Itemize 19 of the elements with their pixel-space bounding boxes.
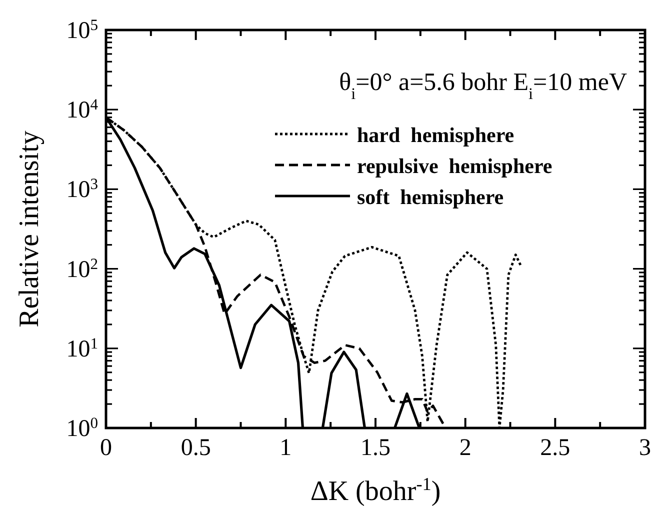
y-axis-title: Relative intensity [14,130,45,328]
x-axis-title: ΔK (bohr$^{-1}$) [310,474,441,506]
x-tick-label: 0 [100,435,112,461]
x-tick-label: 1.5 [360,435,390,461]
x-tick-label: 2.5 [540,435,570,461]
legend-label: hard hemisphere [357,123,514,147]
y-tick-label: 10$^{2}$ [66,255,98,283]
y-tick-label: 10$^{0}$ [66,414,98,442]
y-tick-label: 10$^{5}$ [66,16,98,44]
legend-label: soft hemisphere [357,185,504,209]
x-tick-label: 1 [280,435,292,461]
y-tick-label: 10$^{3}$ [66,176,98,204]
annotation: θ$_{i}$=0° a=5.6 bohr E$_{i}$=10 meV [339,69,627,103]
y-tick-label: 10$^{1}$ [66,334,98,362]
legend-label: repulsive hemisphere [357,154,552,178]
x-tick-label: 3 [639,435,651,461]
x-tick-label: 0.5 [180,435,211,461]
y-tick-label: 10$^{4}$ [66,96,98,124]
x-tick-label: 2 [459,435,472,461]
